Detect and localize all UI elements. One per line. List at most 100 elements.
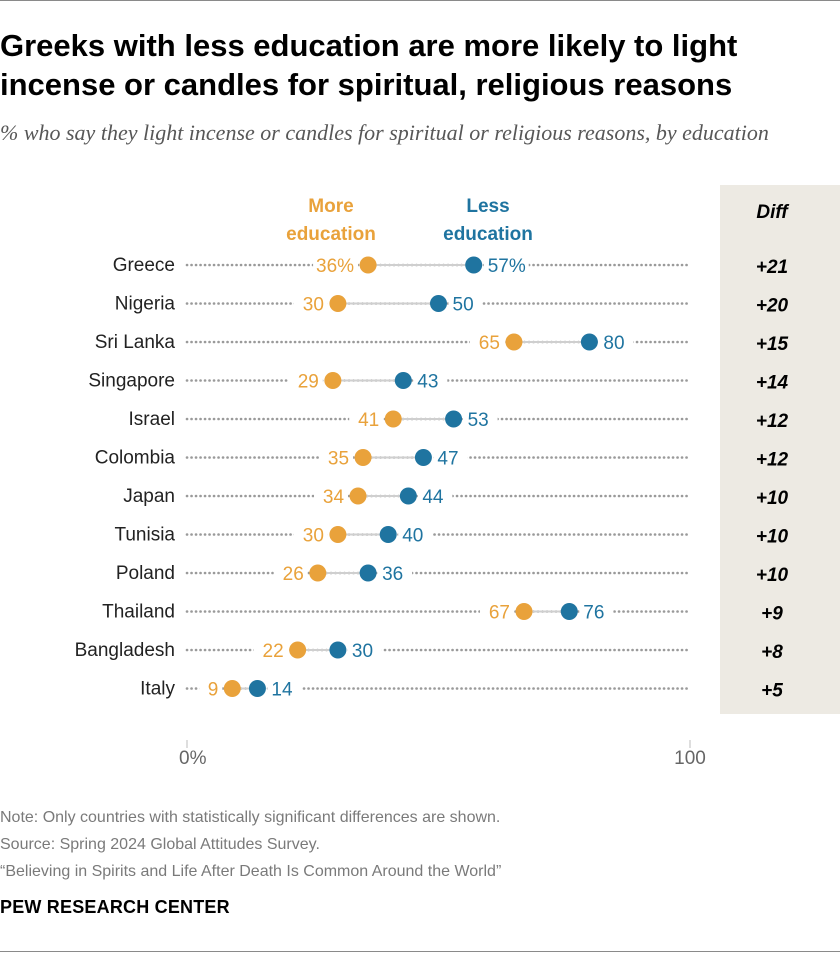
legend-less-education-line2: education (443, 224, 533, 245)
more-education-dot (329, 526, 347, 543)
footer-source: Source: Spring 2024 Global Attitudes Sur… (0, 836, 320, 853)
axis-label-0: 0% (179, 748, 207, 769)
label-knockout (313, 253, 359, 277)
less-education-dot (359, 564, 377, 582)
more-education-value: 65 (479, 333, 500, 354)
less-education-dot (394, 372, 412, 389)
label-knockout (463, 407, 498, 431)
less-education-value: 53 (468, 410, 489, 431)
country-label: Colombia (95, 448, 176, 469)
label-knockout (378, 561, 413, 585)
label-knockout (398, 522, 433, 547)
more-education-value: 35 (328, 449, 349, 470)
more-education-value: 36% (316, 256, 354, 277)
less-education-value: 30 (352, 641, 373, 662)
diff-header: Diff (756, 202, 789, 223)
chart-title: Greeks with less education are more like… (0, 28, 738, 102)
label-knockout (480, 599, 515, 624)
more-education-dot (505, 333, 523, 351)
label-knockout (599, 330, 634, 354)
label-knockout (199, 676, 223, 701)
less-education-dot (248, 680, 266, 697)
label-knockout (253, 638, 288, 662)
footer: Note: Only countries with statistically … (0, 804, 820, 885)
label-knockout (319, 445, 354, 470)
more-education-value: 67 (489, 603, 510, 624)
brand-logo-text: PEW RESEARCH CENTER (0, 897, 230, 917)
footer-note: Note: Only countries with statistically … (0, 809, 501, 826)
chart-subtitle: % who say they light incense or candles … (0, 120, 769, 145)
less-education-value: 47 (437, 449, 458, 470)
label-knockout (579, 599, 614, 624)
more-education-dot (289, 641, 307, 659)
label-knockout (483, 253, 529, 277)
label-knockout (347, 638, 382, 662)
country-label: Sri Lanka (95, 332, 176, 353)
diff-value: +21 (756, 257, 788, 278)
more-education-value: 26 (283, 564, 304, 585)
less-education-dot (414, 449, 432, 466)
label-knockout (349, 407, 384, 431)
less-education-dot (399, 487, 417, 505)
more-education-dot (223, 680, 241, 697)
more-education-dot (515, 603, 533, 620)
country-label: Singapore (88, 371, 175, 392)
less-education-dot (465, 256, 483, 274)
more-education-value: 30 (303, 526, 324, 547)
more-education-value: 22 (263, 641, 284, 662)
top-rule (0, 0, 840, 1)
country-label: Israel (129, 409, 175, 430)
less-education-dot (430, 295, 447, 312)
label-knockout (273, 561, 308, 585)
label-knockout (293, 522, 328, 547)
axis-label-100: 100 (674, 748, 706, 769)
more-education-dot (309, 564, 327, 582)
less-education-dot (560, 603, 578, 620)
label-knockout (448, 291, 483, 316)
label-knockout (314, 484, 349, 508)
less-education-value: 44 (422, 487, 444, 508)
country-label: Greece (113, 255, 175, 276)
less-education-value: 36 (382, 564, 403, 585)
diff-value: +9 (761, 604, 783, 625)
more-education-value: 29 (298, 372, 319, 393)
label-knockout (433, 445, 468, 470)
diff-value: +12 (756, 450, 789, 471)
country-label: Japan (123, 486, 175, 507)
more-education-dot (324, 372, 342, 389)
more-education-value: 41 (358, 410, 379, 431)
country-label: Thailand (102, 602, 175, 623)
less-education-dot (580, 333, 598, 351)
diff-value: +15 (756, 334, 789, 355)
less-education-value: 57% (488, 256, 526, 277)
label-knockout (293, 291, 328, 316)
diff-value: +10 (756, 527, 789, 548)
more-education-dot (359, 256, 377, 274)
diff-value: +12 (756, 411, 789, 432)
more-education-dot (384, 410, 402, 428)
country-label: Poland (116, 563, 175, 584)
country-label: Nigeria (115, 294, 176, 315)
less-education-value: 40 (402, 526, 423, 547)
less-education-value: 50 (453, 295, 474, 316)
diff-value: +8 (761, 642, 783, 663)
less-education-value: 14 (271, 680, 293, 701)
label-knockout (267, 676, 302, 701)
less-education-dot (379, 526, 397, 543)
more-education-value: 34 (323, 487, 345, 508)
less-education-value: 80 (603, 333, 624, 354)
less-education-value: 76 (583, 603, 604, 624)
country-label: Tunisia (114, 525, 175, 546)
less-education-dot (445, 410, 463, 428)
less-education-value: 43 (417, 372, 438, 393)
more-education-dot (354, 449, 372, 466)
diff-value: +10 (756, 488, 789, 509)
legend-more-education-line2: education (286, 224, 376, 245)
less-education-dot (329, 641, 347, 659)
more-education-dot (329, 295, 347, 312)
bottom-rule (0, 951, 840, 952)
diff-value: +5 (761, 681, 783, 702)
legend-more-education-line1: More (308, 196, 353, 217)
footer-report: “Believing in Spirits and Life After Dea… (0, 863, 502, 880)
